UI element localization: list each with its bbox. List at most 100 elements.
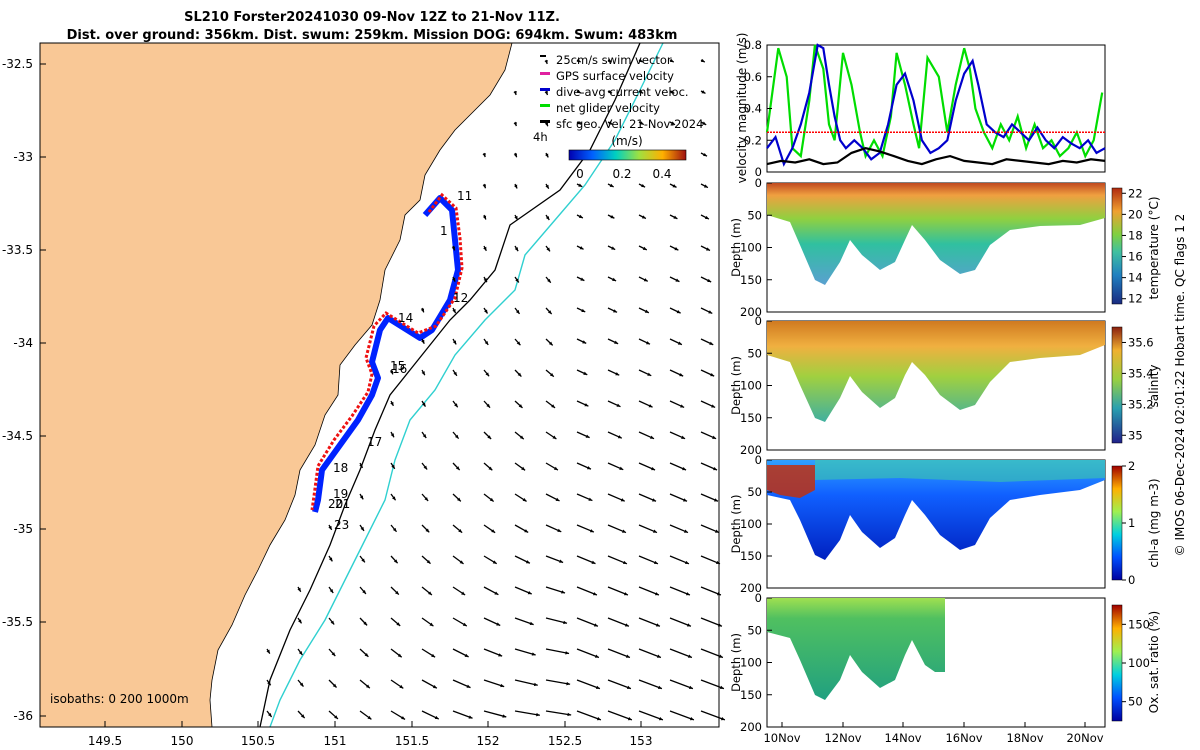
current-arrow-40 — [607, 214, 615, 219]
current-arrow-109 — [545, 431, 557, 440]
velocity-frame — [766, 44, 1106, 173]
current-arrow-62 — [420, 307, 425, 313]
map-colorbar-tick-1: 0.2 — [612, 167, 631, 181]
current-arrow-195 — [328, 648, 336, 657]
temperature-section — [767, 183, 1105, 285]
current-arrow-78 — [607, 338, 619, 345]
current-arrow-41 — [638, 214, 647, 220]
current-arrow-115 — [359, 462, 364, 469]
current-arrow-103 — [700, 400, 716, 409]
current-arrow-152 — [328, 555, 333, 562]
current-arrow-234 — [607, 710, 633, 721]
map-xtick-5: 152 — [477, 734, 500, 748]
current-arrow-199 — [452, 648, 469, 658]
current-arrow-39 — [576, 214, 584, 219]
current-arrow-22 — [545, 152, 549, 158]
chlorophyll-label: chl-a (mg m-3) — [1147, 478, 1161, 567]
map-ytick-1: -33 — [13, 150, 33, 164]
current-arrow-18 — [669, 121, 676, 126]
current-arrow-145 — [514, 524, 529, 533]
current-arrow-184 — [452, 617, 468, 627]
current-arrow-113 — [669, 431, 686, 440]
current-arrow-154 — [390, 555, 399, 564]
current-arrow-61 — [700, 276, 712, 283]
current-arrow-187 — [545, 617, 568, 625]
current-arrow-86 — [514, 369, 522, 377]
section0-cbtick-3: 18 — [1128, 228, 1143, 242]
legend-swim-marker — [540, 55, 546, 57]
current-arrow-71 — [700, 307, 713, 315]
section0-ytick-3: 150 — [740, 273, 762, 287]
section1-ylabel: Depth (m) — [729, 356, 743, 415]
current-arrow-186 — [514, 617, 534, 626]
current-arrow-179 — [297, 617, 303, 624]
current-arrow-111 — [607, 431, 623, 439]
current-arrow-12 — [700, 90, 706, 95]
current-arrow-74 — [483, 338, 489, 346]
current-arrow-173 — [545, 586, 566, 594]
land-mass — [40, 43, 513, 727]
current-arrow-107 — [483, 431, 492, 440]
current-arrow-157 — [483, 555, 498, 565]
current-arrow-3 — [638, 58, 644, 63]
current-arrow-99 — [576, 400, 589, 407]
section0-ytick-1: 50 — [747, 208, 762, 222]
current-arrow-197 — [390, 648, 403, 658]
map-ytick-7: -36 — [13, 709, 33, 723]
track-label-0: 11 — [457, 189, 472, 203]
track-label-2: 12 — [453, 291, 468, 305]
current-arrow-72 — [421, 338, 425, 345]
current-arrow-119 — [483, 462, 493, 471]
figure-title-line2: Dist. over ground: 356km. Dist. swum: 25… — [67, 28, 678, 43]
current-arrow-210 — [328, 679, 338, 688]
current-arrow-121 — [545, 462, 559, 471]
current-arrow-167 — [359, 586, 367, 595]
current-arrow-202 — [545, 648, 570, 655]
map-frame — [39, 42, 720, 728]
current-arrow-13 — [513, 121, 517, 127]
current-arrow-148 — [607, 524, 627, 534]
copyright-label: © IMOS 06-Dec-2024 02:01:22 Hobart time.… — [1173, 214, 1187, 557]
map-ytick-2: -33.5 — [2, 243, 33, 257]
legend-gps-marker — [540, 72, 550, 75]
track-label-3: 14 — [398, 311, 413, 325]
current-arrow-84 — [452, 369, 458, 377]
current-arrow-19 — [700, 121, 707, 126]
current-arrow-236 — [669, 710, 695, 721]
section0-cbtick-4: 20 — [1128, 207, 1143, 221]
current-arrow-134 — [576, 493, 593, 502]
current-arrow-30 — [545, 183, 550, 190]
current-arrow-174 — [576, 586, 598, 596]
current-arrow-56 — [545, 276, 552, 284]
current-arrow-92 — [700, 369, 715, 377]
current-arrow-66 — [545, 307, 553, 315]
map-ytick-3: -34 — [13, 336, 33, 350]
chlorophyll-surface-bloom — [767, 465, 815, 498]
current-arrow-108 — [514, 431, 525, 440]
current-arrow-68 — [607, 307, 618, 313]
current-arrow-80 — [669, 338, 683, 346]
map-colorbar-tick-0: 0 — [576, 167, 584, 181]
current-arrow-127 — [359, 493, 364, 500]
current-arrow-172 — [514, 586, 532, 595]
velocity-ytick-4: 0.8 — [744, 38, 762, 52]
current-arrow-49 — [607, 245, 616, 251]
section1-cbtick-1: 35.2 — [1128, 397, 1154, 411]
section2-cbtick-0: 0 — [1128, 573, 1135, 587]
map-xtick-2: 150.5 — [241, 734, 275, 748]
current-arrow-44 — [451, 245, 456, 251]
map-xtick-7: 153 — [630, 734, 653, 748]
current-arrow-128 — [390, 493, 397, 501]
velocity-series-0 — [765, 44, 1104, 160]
current-arrow-175 — [607, 586, 629, 596]
current-arrow-88 — [576, 369, 588, 376]
current-arrow-227 — [390, 710, 406, 720]
current-arrow-20 — [482, 152, 486, 158]
current-arrow-98 — [545, 400, 556, 409]
current-arrow-0 — [544, 59, 548, 65]
temperature-colorbar — [1111, 187, 1123, 305]
current-arrow-58 — [607, 276, 617, 282]
map-xtick-0: 149.5 — [88, 734, 122, 748]
current-arrow-106 — [452, 431, 460, 440]
section3-ytick-3: 150 — [740, 688, 762, 702]
